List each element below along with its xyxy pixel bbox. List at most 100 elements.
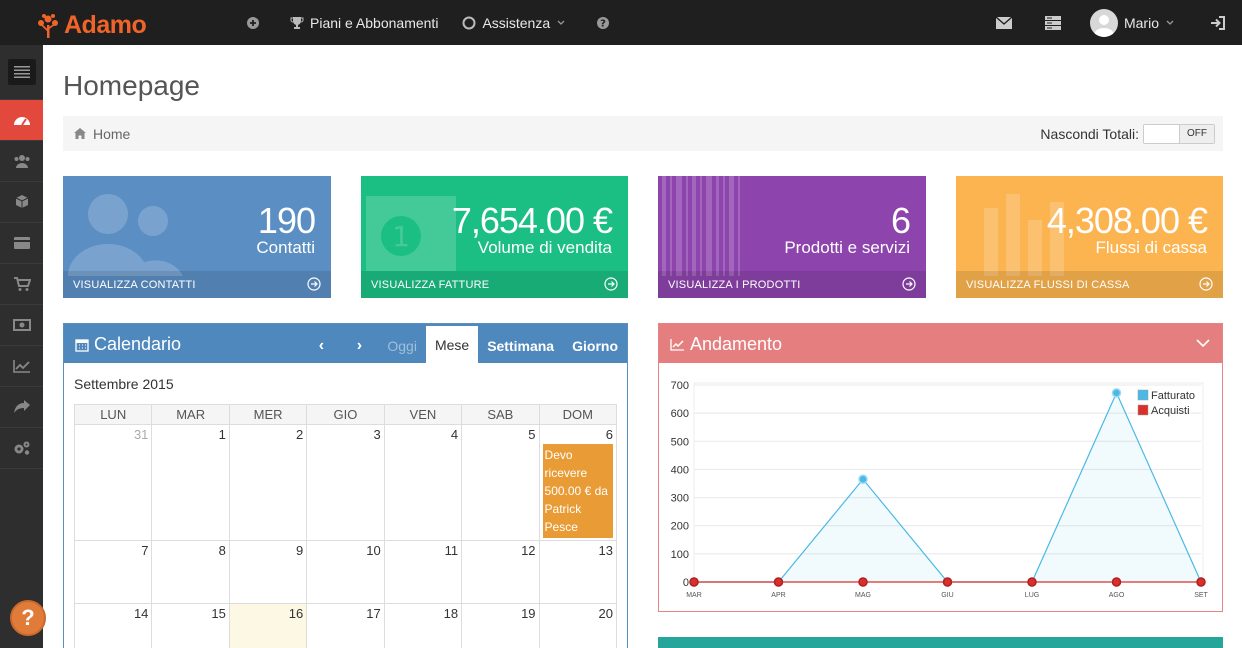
view-invoices-link[interactable]: VISUALIZZA FATTURE [361,271,628,298]
sidebar-item-reports[interactable] [0,346,43,387]
sidebar-item-share[interactable] [0,387,43,428]
cogs-icon [14,441,29,455]
view-week-button[interactable]: Settimana [487,337,555,354]
view-products-link[interactable]: VISUALIZZA I PRODOTTI [658,271,926,298]
calendar-day-cell[interactable]: 2 [228,424,308,541]
avatar [1089,8,1118,37]
support-menu-label: Assistenza [482,14,551,31]
calendar-day-cell[interactable]: 17 [306,603,385,648]
dashboard-icon [13,117,30,126]
cart-icon [13,277,31,291]
calendar-day-cell[interactable]: 12 [461,540,540,604]
day-number: 14 [133,606,149,621]
sidebar-item-purchases[interactable] [0,264,43,305]
calendar-day-cell[interactable]: 7 [73,540,153,604]
calendar-day-cell[interactable]: 18 [383,603,463,648]
stat-value: 7,654.00 € [451,200,613,241]
day-number: 1 [218,427,226,442]
calendar-day-cell[interactable]: 5 [461,424,540,541]
calendar-day-cell[interactable]: 1 [151,424,230,541]
logo-text: Adamo [64,11,147,39]
users-bg-icon [68,194,183,276]
sidebar [0,45,43,648]
day-number: 19 [521,606,536,621]
svg-text:1: 1 [392,220,410,253]
chevron-down-icon [557,20,565,25]
top-nav: Piani e Abbonamenti Assistenza ? [246,0,640,45]
x-tick-label: MAR [686,592,702,599]
plans-menu[interactable]: Piani e Abbonamenti [290,15,438,31]
stat-link-label: VISUALIZZA FLUSSI DI CASSA [966,278,1130,291]
sidebar-item-contacts[interactable] [0,141,43,182]
stat-box-sales: 1 7,654.00 € Volume di vendita VISUALIZZ… [361,176,628,298]
svg-text:?: ? [600,18,606,29]
user-menu[interactable]: Mario [1078,8,1193,37]
y-tick-label: 400 [671,464,689,476]
sidebar-item-products[interactable] [0,182,43,223]
messages-button[interactable] [980,0,1029,45]
logo[interactable]: Adamo [36,11,147,40]
hide-totals-switch[interactable]: OFF [1143,123,1215,144]
calendar-day-cell-today[interactable]: 16 [228,603,308,648]
day-number: 10 [366,543,381,558]
stat-label: Prodotti e servizi [784,238,910,257]
calendar-day-cell[interactable]: 31 [73,424,153,541]
calendar-day-cell[interactable]: 4 [383,424,463,541]
view-day-button[interactable]: Giorno [572,337,618,354]
stat-box-products: 6 Prodotti e servizi VISUALIZZA I PRODOT… [658,176,926,298]
logout-button[interactable] [1193,0,1242,45]
next-panel-header [658,637,1223,648]
x-tick-label: APR [771,592,785,599]
view-cashflow-link[interactable]: VISUALIZZA FLUSSI DI CASSA [956,271,1223,298]
view-contacts-link[interactable]: VISUALIZZA CONTATTI [63,271,331,298]
calendar-day-cell[interactable]: 19 [461,603,540,648]
question-icon: ? [21,605,35,630]
calendar-day-cell[interactable]: 8 [151,540,230,604]
legend-swatch [1137,389,1149,401]
weekday-header: MER [228,404,308,425]
y-tick-label: 300 [671,493,689,505]
andamento-panel: Andamento 0 100 200 300 400 500 600 700 MAR APR MA… [658,323,1223,612]
day-number: 5 [528,427,536,442]
help-button[interactable]: ? [596,16,616,30]
sidebar-toggle[interactable] [0,45,43,100]
calendar-panel: Calendario ‹ › Oggi Mese Settimana Giorn… [63,323,628,648]
stat-value: 190 [257,200,316,241]
legend-swatch [1137,404,1149,416]
calendar-day-cell[interactable]: 15 [151,603,230,648]
sidebar-item-payments[interactable] [0,223,43,264]
calendar-day-cell[interactable]: 11 [383,540,463,604]
day-number: 13 [598,543,613,558]
support-menu[interactable]: Assistenza [462,15,572,31]
calendar-event[interactable]: Devo ricevere 500.00 € da Patrick Pesce [542,444,613,538]
calendar-day-cell[interactable]: 9 [228,540,308,604]
calendar-day-cell[interactable]: 14 [73,603,153,648]
calendar-day-cell[interactable]: 10 [306,540,385,604]
calendar-day-cell[interactable]: 20 [538,603,618,648]
sidebar-item-cashflow[interactable] [0,305,43,346]
calendar-today-button[interactable]: Oggi [387,337,417,354]
calendar-day-cell[interactable]: 6 Devo ricevere 500.00 € da Patrick Pesc… [538,424,618,541]
andamento-header: Andamento [659,324,1222,363]
andamento-title: Andamento [670,334,782,355]
view-month-button[interactable]: Mese [425,326,479,363]
data-point [689,577,699,587]
data-point [858,474,868,485]
chevron-down-icon[interactable] [1196,338,1210,348]
day-number: 16 [288,606,304,621]
list-button[interactable] [1029,0,1078,45]
data-point [1027,577,1037,587]
sidebar-item-settings[interactable] [0,428,43,469]
calendar-prev-button[interactable]: ‹ [302,328,340,363]
calendar-title-text: Calendario [94,334,182,354]
sidebar-item-dashboard[interactable] [0,100,43,141]
calendar-day-cell[interactable]: 3 [306,424,385,541]
bar-chart-bg-icon [984,194,1064,276]
calendar-next-button[interactable]: › [340,328,378,363]
calendar-day-cell[interactable]: 13 [538,540,618,604]
breadcrumb-home-link[interactable]: Home [93,125,131,142]
help-bubble-button[interactable]: ? [10,600,46,636]
add-menu-button[interactable] [246,16,266,30]
y-tick-label: 200 [671,521,689,533]
x-tick-label: LUG [1025,592,1039,599]
